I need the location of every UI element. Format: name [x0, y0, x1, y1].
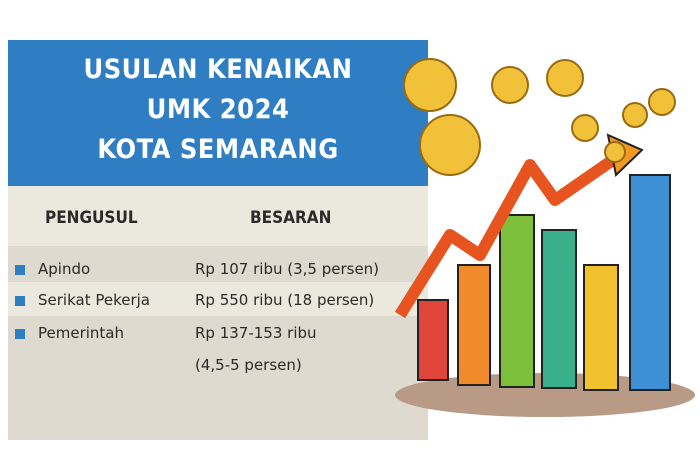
coin [403, 58, 457, 112]
row-name: Serikat Pekerja [38, 291, 150, 309]
row-value: Rp 137-153 ribu [195, 324, 317, 342]
column-header: PENGUSUL [45, 208, 138, 228]
table: PENGUSUL BESARAN Apindo Rp 107 ribu (3,5… [8, 186, 428, 440]
title-line: USULAN KENAIKAN [83, 54, 353, 85]
row-value: (4,5-5 persen) [195, 356, 302, 374]
row-name: Apindo [38, 260, 91, 278]
title-line: UMK 2024 [146, 94, 290, 125]
coin [571, 114, 599, 142]
bar-illustration [583, 264, 619, 391]
bullet [15, 265, 25, 275]
bar-illustration [541, 229, 577, 389]
row-value: Rp 550 ribu (18 persen) [195, 291, 375, 309]
illustration [394, 58, 695, 417]
bullet [15, 296, 25, 306]
coin [491, 66, 529, 104]
bar-illustration [629, 174, 671, 391]
bar-illustration [499, 214, 535, 388]
row-band [8, 246, 428, 282]
bullet [15, 329, 25, 339]
row-name: Pemerintah [38, 324, 125, 342]
column-header: BESARAN [250, 208, 332, 228]
bar-illustration [457, 264, 491, 386]
coin [546, 59, 584, 97]
row-band [8, 316, 428, 440]
title-box: USULAN KENAIKAN UMK 2024 KOTA SEMARANG [8, 40, 428, 186]
coin [648, 88, 676, 116]
coin [419, 114, 481, 176]
coin [622, 102, 648, 128]
coin [604, 141, 626, 163]
bar-illustration [417, 299, 449, 381]
title-line: KOTA SEMARANG [97, 134, 339, 165]
row-value: Rp 107 ribu (3,5 persen) [195, 260, 380, 278]
trend-arrow [394, 150, 624, 319]
